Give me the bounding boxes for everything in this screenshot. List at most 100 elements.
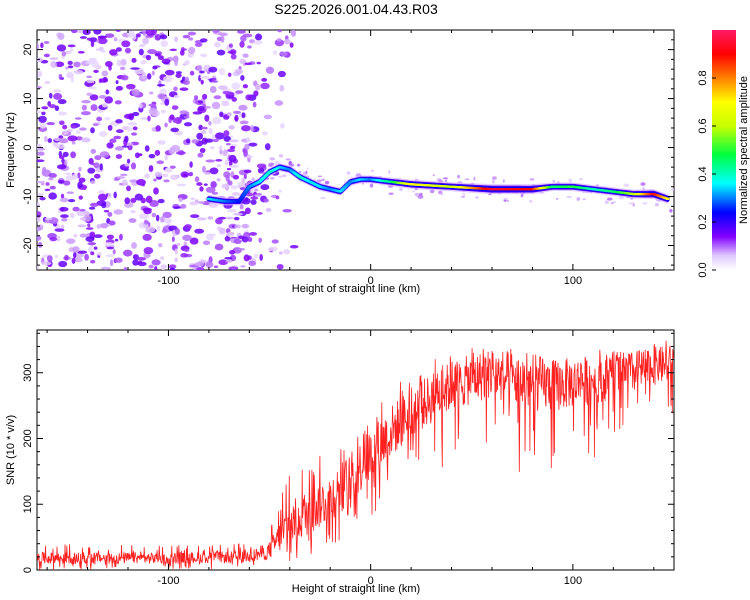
heatmap-noise-cell xyxy=(75,130,81,134)
heatmap-noise-cell xyxy=(159,88,167,96)
heatmap-noise-cell xyxy=(207,216,214,220)
heatmap-noise-cell xyxy=(123,249,133,257)
heatmap-noise-cell xyxy=(184,59,190,66)
heatmap-noise-cell xyxy=(100,49,106,53)
heatmap-noise-cell xyxy=(274,39,285,47)
heatmap-noise-cell xyxy=(57,111,68,116)
heatmap-noise-cell xyxy=(147,115,151,122)
heatmap-noise-cell xyxy=(87,223,91,228)
heatmap-noise-cell xyxy=(74,117,82,120)
heatmap-noise-cell xyxy=(48,173,57,178)
heatmap-noise-cell xyxy=(124,47,132,54)
heatmap-noise-cell xyxy=(243,149,248,157)
heatmap-noise-cell xyxy=(86,75,93,79)
heatmap-noise-cell xyxy=(123,113,134,120)
heatmap-noise-cell xyxy=(216,49,226,56)
heatmap-noise-cell xyxy=(77,181,83,189)
heatmap-noise-cell xyxy=(93,246,98,250)
heatmap-noise-cell xyxy=(85,227,94,230)
heatmap-noise-cell xyxy=(88,246,93,253)
heatmap-noise-cell xyxy=(223,130,230,137)
heatmap-noise-cell xyxy=(79,36,88,39)
heatmap-noise-cell xyxy=(92,123,99,127)
colorbar-tick-label: 0.8 xyxy=(697,70,709,85)
heatmap-noise-cell xyxy=(632,202,635,207)
heatmap-noise-cell xyxy=(37,110,42,114)
heatmap-noise-cell xyxy=(260,184,270,191)
heatmap-noise-cell xyxy=(208,66,218,73)
heatmap-noise-cell xyxy=(179,49,185,56)
heatmap-noise-cell xyxy=(201,137,208,145)
heatmap-noise-cell xyxy=(229,139,239,143)
heatmap-noise-cell xyxy=(225,259,233,263)
heatmap-noise-cell xyxy=(104,242,114,247)
heatmap-noise-cell xyxy=(54,105,60,112)
heatmap-noise-cell xyxy=(115,85,123,91)
heatmap-noise-cell xyxy=(229,250,236,255)
heatmap-noise-cell xyxy=(243,174,247,180)
heatmap-noise-cell xyxy=(260,82,270,90)
heatmap-noise-cell xyxy=(267,246,278,252)
heatmap-noise-cell xyxy=(197,100,203,104)
heatmap-noise-cell xyxy=(113,209,123,215)
heatmap-noise-cell xyxy=(124,135,129,143)
snr-xtick-label: -100 xyxy=(157,575,179,587)
heatmap-noise-cell xyxy=(63,180,71,186)
heatmap-noise-cell xyxy=(105,33,115,38)
heatmap-noise-cell xyxy=(414,192,420,197)
heatmap-noise-cell xyxy=(175,151,186,155)
heatmap-noise-cell xyxy=(239,41,245,48)
heatmap-noise-cell xyxy=(231,82,241,90)
heatmap-noise-cell xyxy=(244,143,250,151)
heatmap-noise-cell xyxy=(163,75,173,83)
heatmap-noise-cell xyxy=(78,166,82,172)
heatmap-noise-cell xyxy=(37,217,41,223)
heatmap-noise-cell xyxy=(37,86,43,89)
heatmap-noise-cell xyxy=(204,114,210,122)
heatmap-noise-cell xyxy=(61,218,68,222)
heatmap-noise-cell xyxy=(234,224,241,229)
heatmap-noise-cell xyxy=(462,192,466,197)
heatmap-noise-cell xyxy=(164,98,170,106)
heatmap-noise-cell xyxy=(54,228,65,232)
heatmap-noise-cell xyxy=(190,214,200,219)
heatmap-noise-cell xyxy=(279,84,285,92)
heatmap-noise-cell xyxy=(205,261,214,268)
heatmap-noise-cell xyxy=(156,225,161,232)
heatmap-noise-cell xyxy=(199,186,204,192)
heatmap-noise-cell xyxy=(298,170,302,174)
heatmap-noise-cell xyxy=(250,124,254,132)
heatmap-noise-cell xyxy=(99,78,109,83)
heatmap-noise-cell xyxy=(127,30,135,38)
heatmap-noise-cell xyxy=(412,190,416,193)
heatmap-noise-cell xyxy=(172,206,182,209)
heatmap-noise-cell xyxy=(241,177,246,184)
colorbar-label: Normalized spectral amplitude xyxy=(738,76,750,224)
heatmap-noise-cell xyxy=(457,174,461,179)
heatmap-noise-cell xyxy=(225,174,230,182)
heatmap-noise-cell xyxy=(187,31,197,36)
heatmap-noise-cell xyxy=(262,131,268,136)
heatmap-noise-cell xyxy=(180,253,188,258)
heatmap-noise-cell xyxy=(113,37,118,42)
heatmap-noise-cell xyxy=(179,87,189,91)
heatmap-noise-cell xyxy=(209,146,215,150)
heatmap-noise-cell xyxy=(276,38,282,42)
heatmap-noise-cell xyxy=(65,172,71,176)
heatmap-noise-cell xyxy=(139,43,146,48)
heatmap-noise-cell xyxy=(208,202,219,208)
snr-panel: -100 0 100 0 100 200 300 Height of straight li… xyxy=(5,329,675,595)
heatmap-noise-cell xyxy=(278,154,284,158)
heatmap-noise-cell xyxy=(306,167,309,170)
colorbar-tick-label: 0.0 xyxy=(697,262,709,277)
heatmap-noise-cell xyxy=(59,197,69,203)
snr-ytick-label: 0 xyxy=(22,567,34,573)
heatmap-noise-cell xyxy=(164,218,173,224)
heatmap-noise-cell xyxy=(60,193,65,199)
heatmap-noise-cell xyxy=(140,117,150,120)
heatmap-noise-cell xyxy=(227,50,236,54)
heatmap-noise-cell xyxy=(168,147,176,155)
heatmap-noise-cell xyxy=(55,145,66,149)
heatmap-noise-cell xyxy=(241,125,251,132)
